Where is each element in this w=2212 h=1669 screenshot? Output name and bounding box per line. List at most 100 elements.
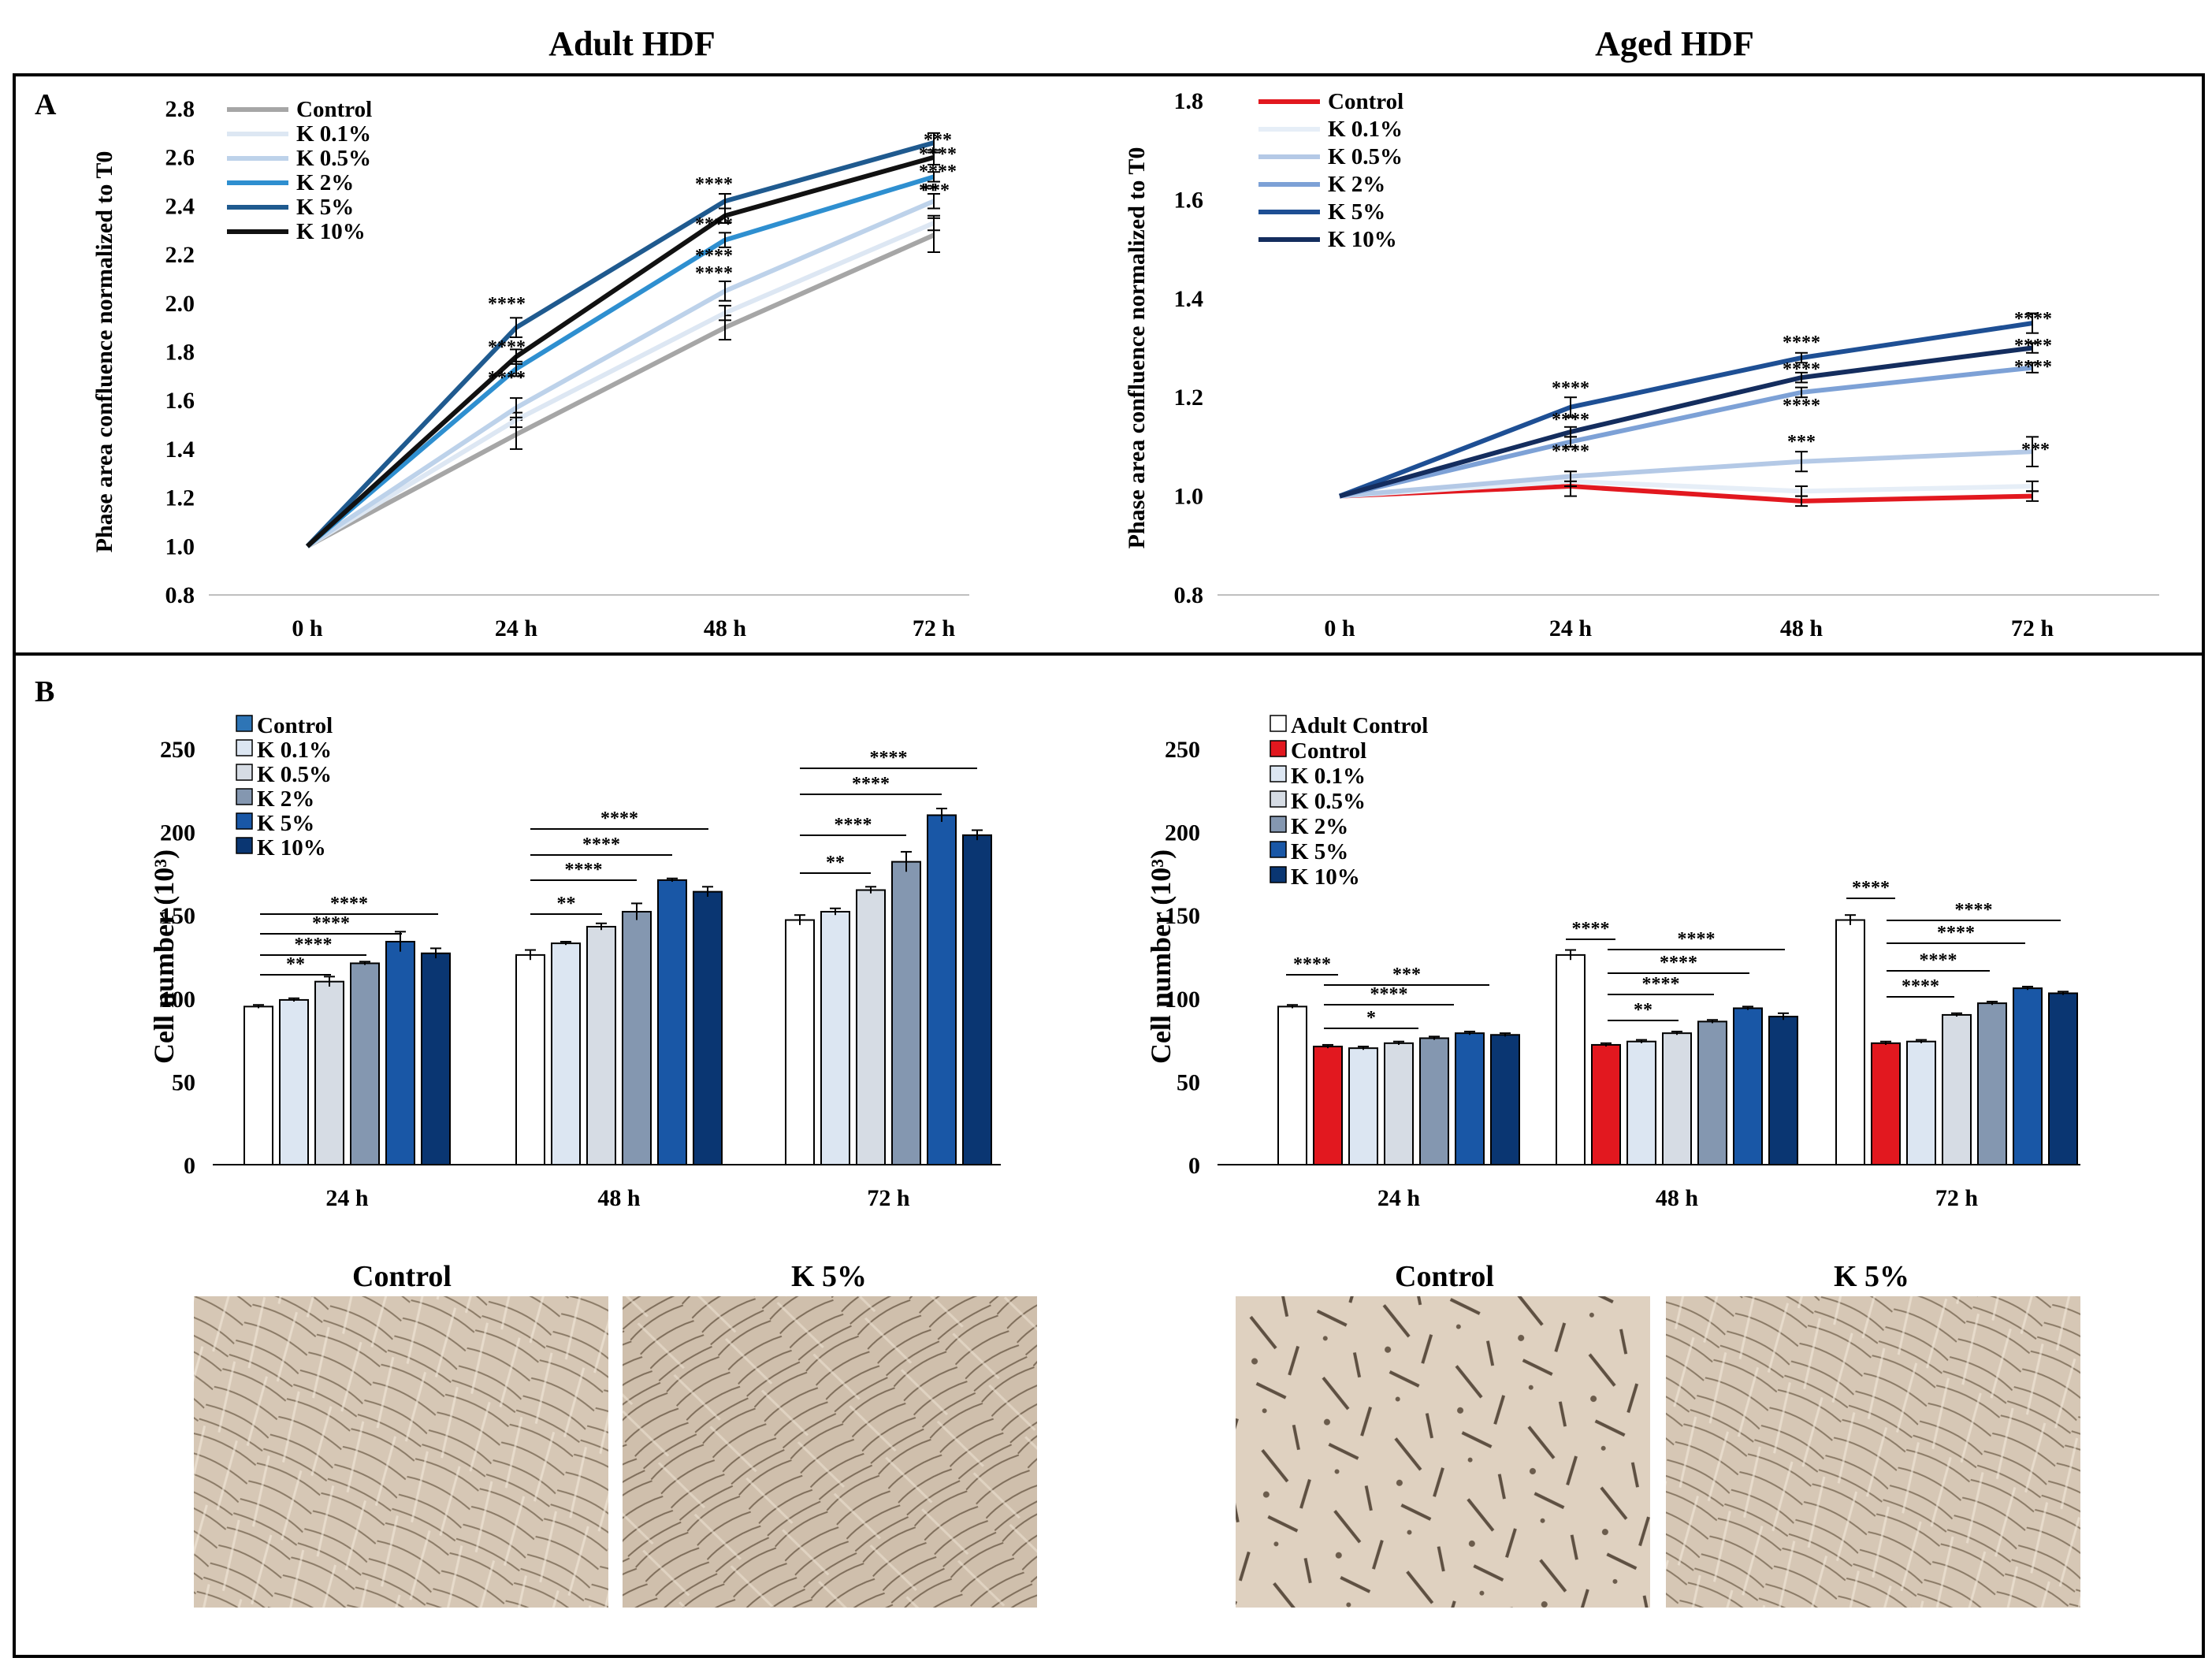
- panel-b-label: B: [35, 675, 54, 708]
- bar: [1662, 1032, 1692, 1165]
- legend-label: K 2%: [296, 170, 354, 195]
- significance-label: ****: [1552, 378, 1589, 399]
- bar: [1348, 1047, 1378, 1166]
- aged-hdf-title: Aged HDF: [1595, 24, 1754, 63]
- bar: [1942, 1013, 1972, 1166]
- series-line: [306, 232, 935, 548]
- y-tick-label: 1.8: [1174, 88, 1204, 114]
- legend-swatch: [236, 812, 253, 830]
- legend-label: K 0.5%: [296, 146, 371, 171]
- significance-label: ****: [488, 294, 526, 314]
- legend-label: K 5%: [1291, 839, 1348, 864]
- adult-line-chart: 0.8 1.0 1.2 1.4 1.6 1.8 2.0 2.2 2.4 2.6 2.8 0 h 24 h…: [91, 96, 969, 641]
- y-axis-label: Phase area confluence normalized to T0: [91, 151, 117, 553]
- bar: [820, 910, 850, 1165]
- bar: [314, 980, 344, 1166]
- significance-label: ****: [312, 913, 350, 934]
- y-tick-label: 1.8: [165, 340, 195, 366]
- series-line: [305, 154, 935, 548]
- bar: [2048, 992, 2078, 1165]
- y-tick-label: 1.4: [1174, 286, 1204, 312]
- x-tick-label: 24 h: [1377, 1185, 1421, 1211]
- significance-label: ****: [870, 748, 908, 768]
- y-tick-label: 1.6: [1174, 187, 1204, 213]
- legend-swatch: [1270, 816, 1287, 833]
- bar: [1455, 1032, 1485, 1165]
- x-tick-label: 0 h: [1324, 615, 1355, 641]
- aged-k5-caption: K 5%: [1834, 1260, 1909, 1293]
- bar: [622, 910, 652, 1165]
- significance-label: ****: [330, 894, 368, 914]
- legend-label: K 5%: [1328, 199, 1385, 225]
- significance-label: ****: [695, 246, 733, 266]
- bar: [551, 942, 581, 1165]
- y-tick-label: 1.2: [165, 485, 195, 511]
- significance-label: **: [557, 894, 576, 914]
- significance-label: ****: [1370, 984, 1408, 1005]
- y-tick-label: 1.6: [165, 388, 195, 414]
- legend-label: K 10%: [257, 835, 326, 861]
- y-axis-label: Cell number (10³): [1145, 849, 1177, 1064]
- legend-swatch: [1270, 866, 1287, 883]
- legend-swatch: [1270, 790, 1287, 808]
- significance-label: ****: [295, 935, 333, 955]
- aged-bar-chart: 0 50 100 150 200 250 Cell number (10³) 24 h 48 h…: [1145, 713, 2080, 1211]
- y-tick-label: 0.8: [165, 582, 195, 608]
- legend-swatch: [236, 715, 253, 732]
- significance-label: ***: [1392, 965, 1421, 985]
- y-tick-label: 150: [1165, 903, 1200, 929]
- x-tick-label: 48 h: [1656, 1185, 1699, 1211]
- significance-label: ***: [924, 130, 952, 151]
- significance-label: **: [826, 853, 845, 873]
- x-tick-label: 72 h: [913, 615, 956, 641]
- significance-label: ****: [695, 214, 733, 235]
- aged-control-micrograph: [1236, 1296, 1650, 1608]
- y-tick-label: 1.2: [1174, 385, 1204, 411]
- significance-label: ****: [835, 815, 872, 835]
- y-tick-label: 2.6: [165, 145, 195, 171]
- significance-label: ****: [695, 263, 733, 284]
- bar: [1733, 1007, 1763, 1166]
- bar: [1835, 919, 1865, 1165]
- legend-swatch: [236, 739, 253, 756]
- significance-label: *: [1366, 1008, 1376, 1028]
- legend-label: K 0.1%: [1328, 117, 1403, 142]
- y-tick-label: 1.0: [165, 533, 195, 559]
- legend-label: K 10%: [1328, 227, 1397, 252]
- legend-label: K 0.1%: [1291, 764, 1366, 789]
- bar: [1697, 1020, 1727, 1166]
- bar: [515, 953, 545, 1165]
- aged-k5-micrograph: [1666, 1296, 2080, 1608]
- bar: [1906, 1040, 1936, 1166]
- y-tick-label: 0: [184, 1153, 195, 1179]
- adult-control-micrograph: [194, 1296, 608, 1608]
- legend-label: K 0.5%: [257, 762, 332, 787]
- legend-label: Control: [296, 97, 372, 122]
- x-tick-label: 48 h: [704, 615, 747, 641]
- aged-line-chart: 0.8 1.0 1.2 1.4 1.6 1.8 0 h 24 h 48 h 72 h Phase a…: [1124, 88, 2159, 641]
- x-tick-label: 72 h: [1935, 1185, 1979, 1211]
- significance-label: ****: [695, 174, 733, 195]
- significance-label: ****: [919, 162, 957, 182]
- legend-label: Control: [257, 713, 333, 738]
- bar: [657, 879, 687, 1166]
- series-line: [306, 174, 935, 548]
- significance-label: ***: [921, 180, 950, 201]
- significance-label: ****: [1783, 333, 1820, 353]
- bar: [1490, 1034, 1520, 1166]
- legend-label: K 0.1%: [296, 121, 371, 147]
- legend-swatch: [236, 788, 253, 805]
- series-line: [1339, 478, 2033, 499]
- legend-swatch: [1270, 765, 1287, 782]
- legend-label: Control: [1328, 89, 1403, 114]
- bar: [1419, 1037, 1449, 1166]
- y-tick-label: 2.0: [165, 291, 195, 317]
- bar: [244, 1005, 273, 1165]
- bar: [962, 834, 992, 1165]
- x-tick-label: 24 h: [325, 1185, 369, 1211]
- series-line: [306, 221, 935, 548]
- significance-label: ****: [488, 368, 526, 388]
- significance-label: ****: [2014, 336, 2052, 356]
- legend-swatch: [236, 837, 253, 854]
